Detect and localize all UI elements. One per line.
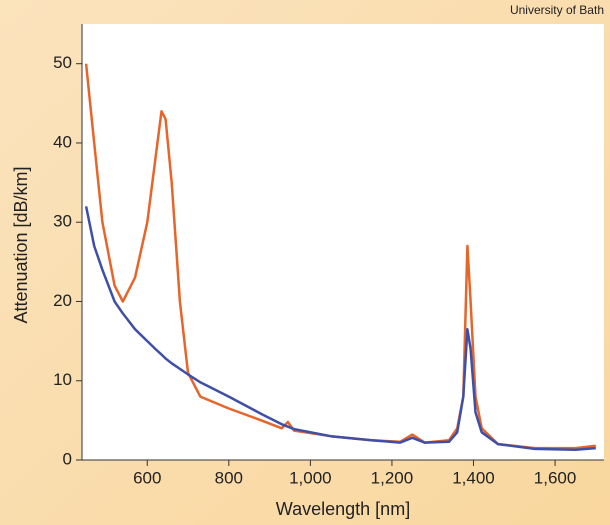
data-line: [84, 206, 596, 451]
x-tick-label: 1,600: [534, 468, 577, 487]
x-tick-label: 800: [215, 468, 243, 487]
data-line: [84, 63, 596, 450]
credit: University of Bath: [510, 3, 604, 17]
y-tick-label: 20: [53, 291, 72, 310]
y-tick-label: 10: [53, 370, 72, 389]
x-tick-label: 600: [133, 468, 161, 487]
x-tick-label: 1,200: [371, 468, 414, 487]
x-tick-label: 1,000: [289, 468, 332, 487]
x-axis-label: Wavelength [nm]: [276, 499, 410, 519]
y-tick-label: 40: [53, 132, 72, 151]
plot-area: [82, 24, 604, 460]
y-tick-label: 0: [63, 449, 72, 468]
y-tick-label: 30: [53, 212, 72, 231]
x-tick-label: 1,400: [452, 468, 495, 487]
y-axis-label: Attenuation [dB/km]: [11, 166, 31, 323]
y-tick-label: 50: [53, 53, 72, 72]
